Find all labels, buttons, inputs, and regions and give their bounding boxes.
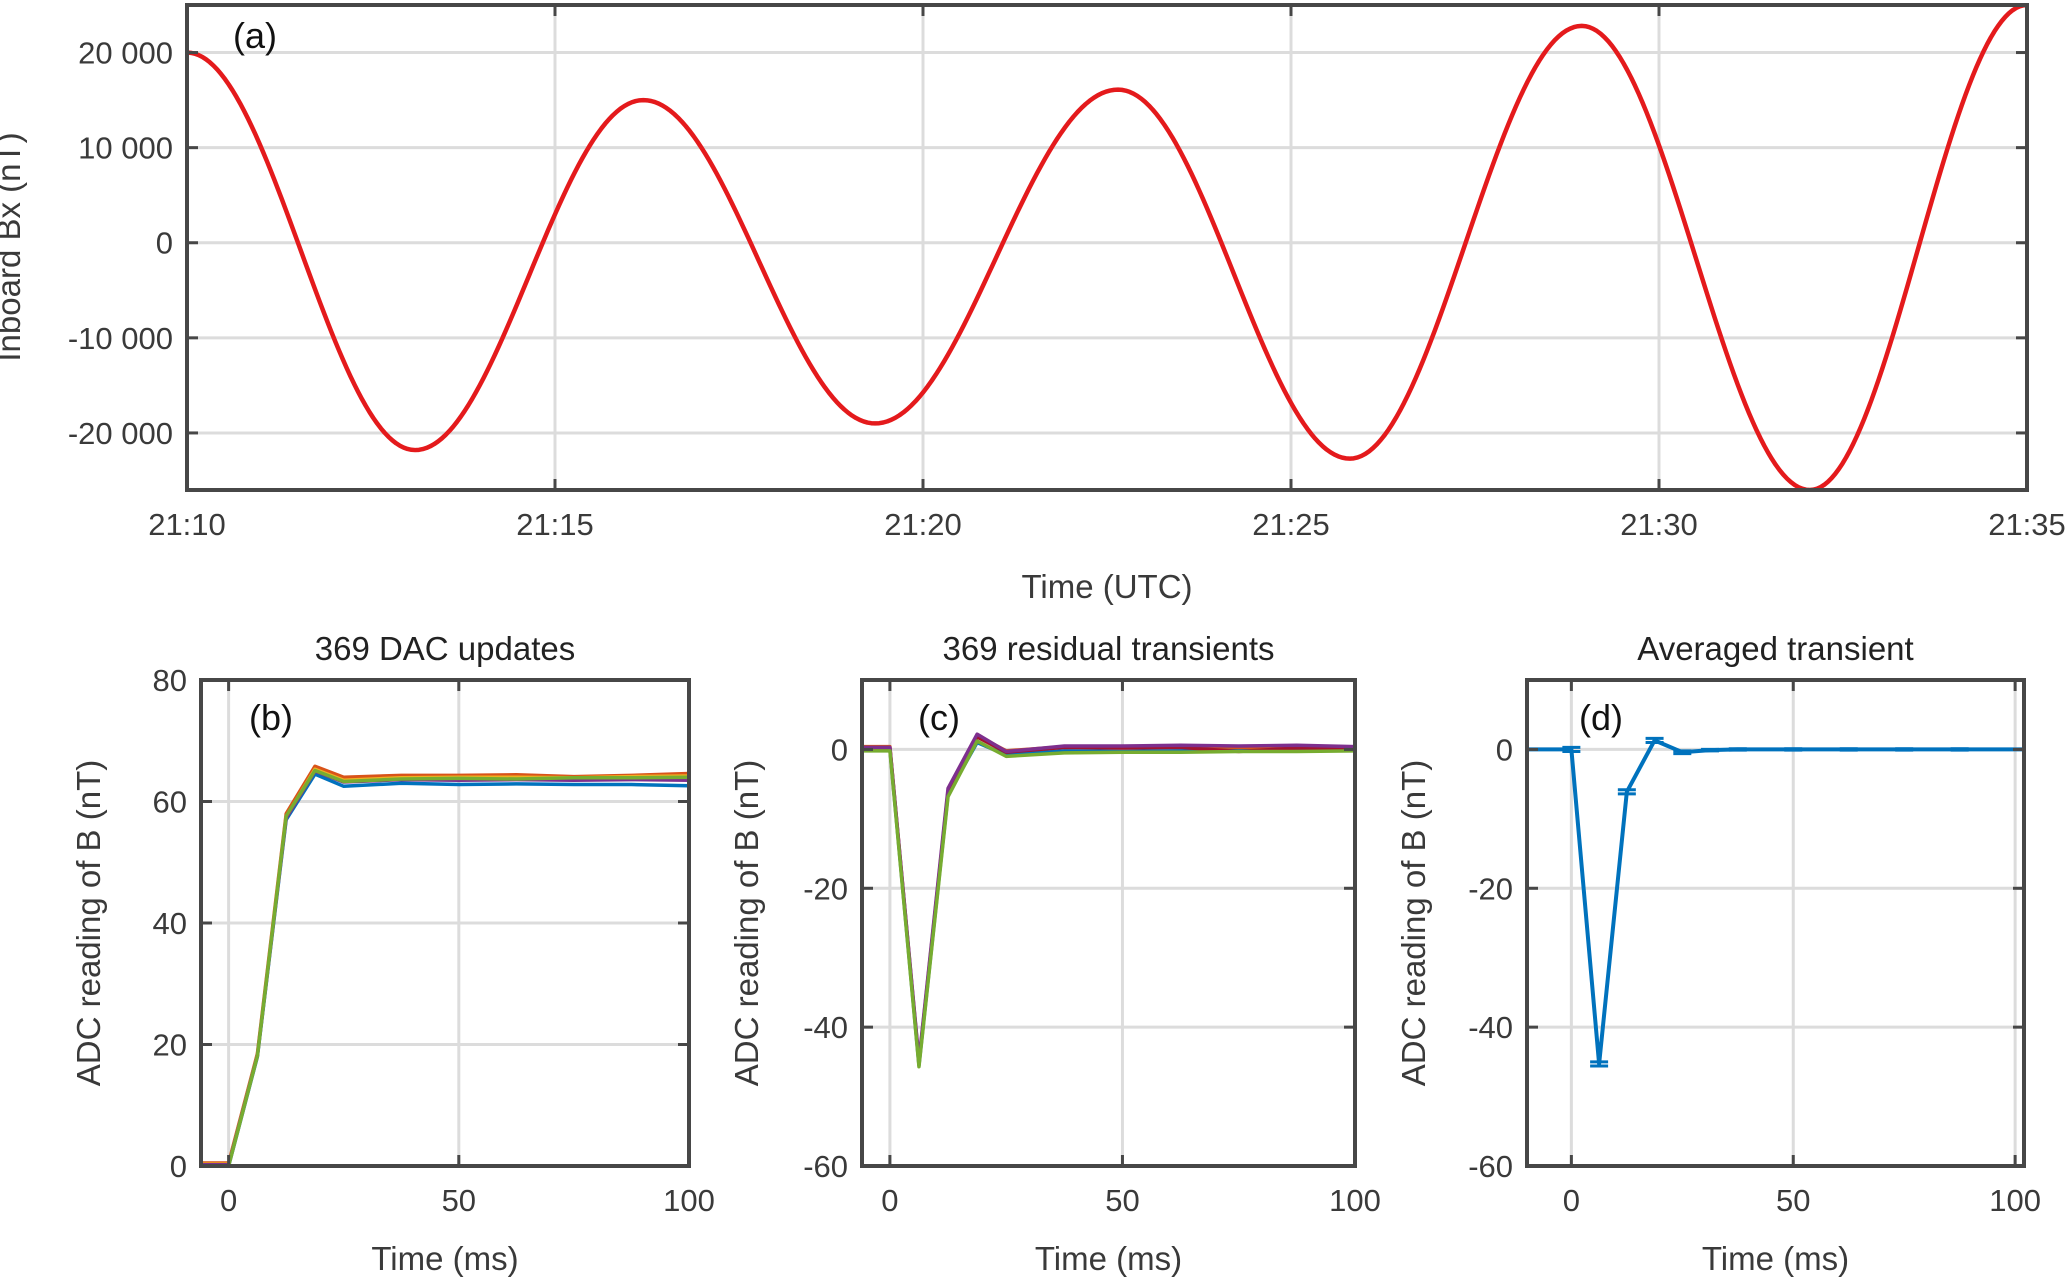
ytick-label-c-0: -60 — [803, 1149, 848, 1184]
xaxis-label-c: Time (ms) — [1035, 1240, 1182, 1277]
series-line-b-4 — [201, 768, 689, 1166]
xtick-label-c-1: 50 — [1105, 1183, 1139, 1218]
series-line-b-3 — [201, 769, 689, 1166]
series-line-d-0 — [1527, 738, 2024, 1066]
xtick-label-d-0: 0 — [1563, 1183, 1580, 1218]
chart-title-d: Averaged transient — [1637, 630, 1913, 667]
chart-title-c: 369 residual transients — [942, 630, 1274, 667]
chart-d: 0 50 100 -60 -40 -20 0 Time (ms) ADC reading of … — [1395, 630, 2041, 1277]
ytick-label-c-2: -20 — [803, 871, 848, 906]
ytick-label-b-1: 20 — [153, 1028, 187, 1063]
series-line-b-0 — [201, 772, 689, 1166]
xaxis-label-a: Time (UTC) — [1021, 568, 1192, 605]
panel-label-d: (d) — [1579, 697, 1623, 738]
ytick-label-a-3: 10 000 — [78, 131, 173, 166]
xtick-label-a-2: 21:20 — [884, 507, 962, 542]
xtick-label-d-1: 50 — [1776, 1183, 1810, 1218]
ytick-label-b-2: 40 — [153, 906, 187, 941]
yaxis-label-a: Inboard Bx (nT) — [0, 132, 27, 361]
series-group-c — [862, 732, 1355, 1069]
xaxis-label-d: Time (ms) — [1702, 1240, 1849, 1277]
xtick-label-a-5: 21:35 — [1988, 507, 2066, 542]
xtick-label-a-4: 21:30 — [1620, 507, 1698, 542]
axes-frame-d — [1525, 678, 2026, 1168]
series-line-c-4 — [862, 739, 1355, 1069]
xtick-label-d-2: 100 — [1989, 1183, 2041, 1218]
ytick-label-b-0: 0 — [170, 1149, 187, 1184]
axes-frame-a — [185, 3, 2029, 492]
xtick-label-b-0: 0 — [220, 1183, 237, 1218]
chart-a: 21:10 21:15 21:20 21:25 21:30 21:35 -20 000 -10… — [0, 3, 2066, 605]
ytick-label-b-4: 80 — [153, 663, 187, 698]
ytick-label-a-2: 0 — [156, 226, 173, 261]
ytick-label-a-4: 20 000 — [78, 36, 173, 71]
panel-label-b: (b) — [249, 697, 293, 738]
xtick-label-c-2: 100 — [1329, 1183, 1381, 1218]
series-line-b-2 — [201, 767, 689, 1166]
ytick-label-a-0: -20 000 — [68, 416, 173, 451]
ytick-label-c-3: 0 — [831, 732, 848, 767]
xtick-label-a-3: 21:25 — [1252, 507, 1330, 542]
xtick-label-a-1: 21:15 — [516, 507, 594, 542]
xtick-label-b-1: 50 — [442, 1183, 476, 1218]
xtick-label-c-0: 0 — [881, 1183, 898, 1218]
ytick-label-d-1: -40 — [1468, 1010, 1513, 1045]
series-line-b-1 — [201, 764, 689, 1165]
ytick-label-d-2: -20 — [1468, 871, 1513, 906]
ytick-label-d-3: 0 — [1496, 732, 1513, 767]
series-group-b — [201, 764, 689, 1166]
axes-frame-c — [860, 678, 1357, 1168]
yaxis-label-b: ADC reading of B (nT) — [70, 760, 107, 1086]
ytick-label-d-0: -60 — [1468, 1149, 1513, 1184]
series-line-a-0 — [187, 5, 2027, 490]
ytick-label-b-3: 60 — [153, 785, 187, 820]
panel-label-c: (c) — [918, 697, 960, 738]
yaxis-label-d: ADC reading of B (nT) — [1395, 760, 1432, 1086]
panel-label-a: (a) — [233, 15, 277, 56]
chart-b: 0 50 100 0 20 40 60 80 Time (ms) ADC reading of B… — [70, 630, 715, 1277]
ytick-label-a-1: -10 000 — [68, 321, 173, 356]
xtick-label-a-0: 21:10 — [148, 507, 226, 542]
xaxis-label-b: Time (ms) — [371, 1240, 518, 1277]
series-group-a — [187, 5, 2027, 490]
series-group-d — [1527, 736, 2024, 1068]
chart-c: 0 50 100 -60 -40 -20 0 Time (ms) ADC reading of … — [728, 630, 1381, 1277]
xtick-label-b-2: 100 — [663, 1183, 715, 1218]
chart-title-b: 369 DAC updates — [315, 630, 576, 667]
ytick-label-c-1: -40 — [803, 1010, 848, 1045]
yaxis-label-c: ADC reading of B (nT) — [728, 760, 765, 1086]
